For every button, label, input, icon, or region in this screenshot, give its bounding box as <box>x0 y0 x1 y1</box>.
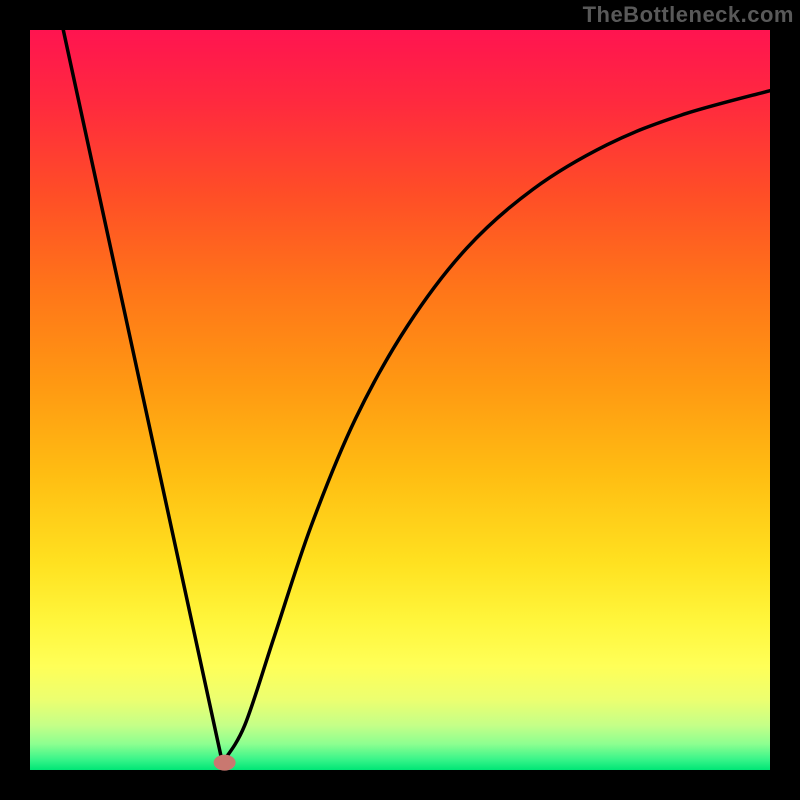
plot-background <box>30 30 770 770</box>
stage: TheBottleneck.com <box>0 0 800 800</box>
chart-svg <box>0 0 800 800</box>
minimum-marker <box>214 755 236 771</box>
attribution-text: TheBottleneck.com <box>583 2 794 28</box>
